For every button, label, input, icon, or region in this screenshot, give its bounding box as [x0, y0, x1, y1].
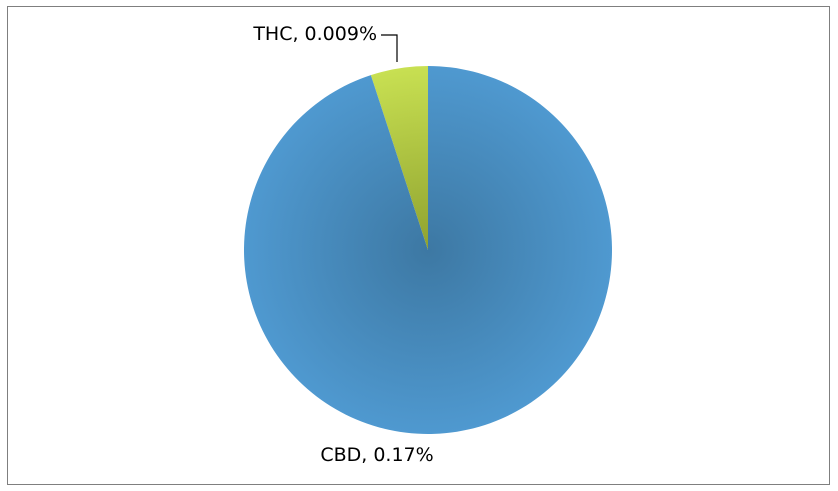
pie-label-cbd: CBD, 0.17%: [320, 444, 433, 466]
pie-label-thc: THC, 0.009%: [252, 23, 377, 45]
pie-slice-thc: [370, 66, 428, 250]
leader-line-thc: [381, 34, 398, 62]
pie-slice-cbd: [243, 66, 612, 434]
pie-labels: THC, 0.009% CBD, 0.17%: [252, 23, 433, 466]
pie-slices: [243, 66, 612, 434]
